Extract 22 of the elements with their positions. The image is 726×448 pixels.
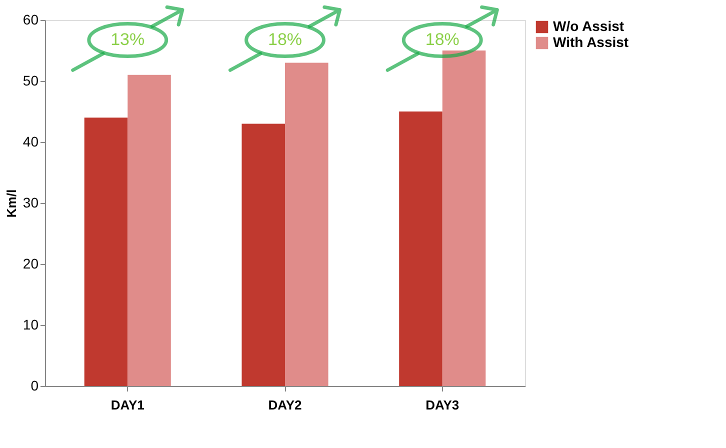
y-tick-label: 30 <box>22 194 39 210</box>
annotation: 18% <box>425 30 460 49</box>
x-tick-label: DAY3 <box>426 398 460 412</box>
legend-label: W/o Assist <box>553 18 624 34</box>
y-tick-label: 50 <box>22 72 39 88</box>
x-tick-label: DAY2 <box>268 398 302 412</box>
annotation: 18% <box>268 30 302 49</box>
bar <box>442 50 486 386</box>
x-tick-label: DAY1 <box>110 398 144 412</box>
annotation: 13% <box>110 30 145 49</box>
y-tick-label: 0 <box>30 378 39 394</box>
bar <box>399 112 442 386</box>
legend-label: With Assist <box>553 34 629 50</box>
bar <box>84 118 128 386</box>
bar <box>285 62 328 386</box>
y-tick-label: 40 <box>22 134 39 150</box>
bar <box>242 124 285 386</box>
y-tick-label: 20 <box>22 256 39 272</box>
y-tick-label: 60 <box>22 12 39 28</box>
y-tick-label: 10 <box>22 316 39 332</box>
bar <box>128 74 171 386</box>
y-axis-title: Km/l <box>4 189 19 218</box>
